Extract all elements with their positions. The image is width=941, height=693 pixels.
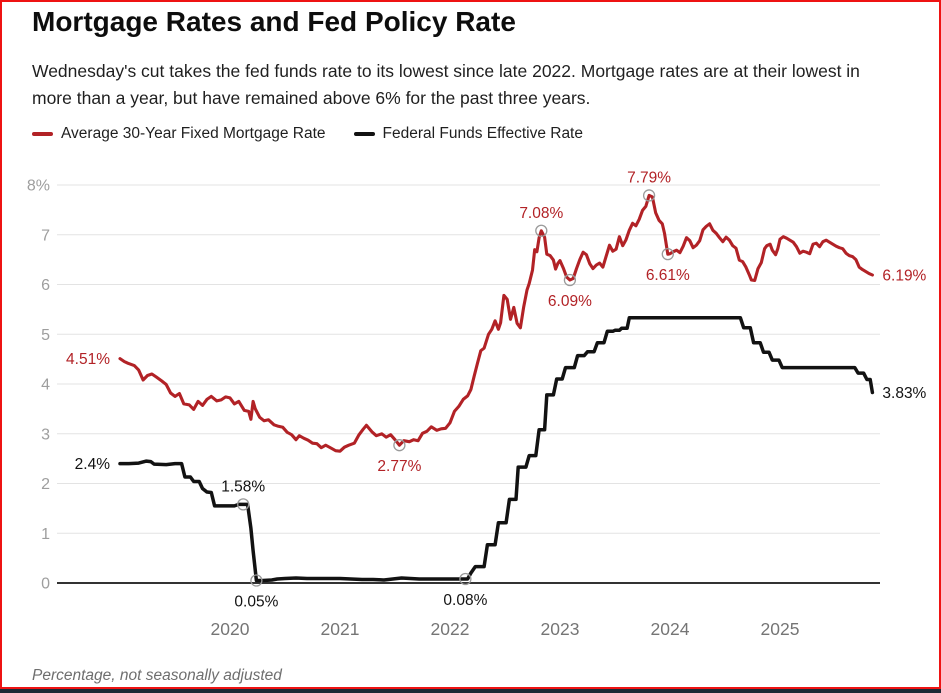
x-tick-label: 2023 [541,619,580,639]
annotation-marker-circle [661,248,674,261]
annotation-label: 7.79% [627,169,671,186]
annotation-label: 6.61% [646,267,690,284]
y-tick-label: 1 [41,526,50,543]
legend-item: Average 30-Year Fixed Mortgage Rate [32,125,326,143]
annotation-label: 2.77% [377,458,421,475]
chart-subtitle: Wednesday's cut takes the fed funds rate… [32,61,860,108]
annotation-marker-circle [393,439,406,452]
x-tick-label: 2021 [321,619,360,639]
annotation-marker-circle [642,189,656,202]
annotation-marker-circle [563,273,577,287]
annotation-label: 2.4% [75,456,111,473]
annotation-label: 3.83% [882,385,926,402]
chart-legend: Average 30-Year Fixed Mortgage Rate Feder… [32,125,583,143]
y-tick-label: 6 [41,277,50,294]
y-tick-label: 5 [41,327,50,344]
y-tick-label: 8% [27,178,50,195]
x-tick-label: 2025 [761,619,800,639]
annotation-marker-circle [459,572,472,586]
legend-item: Federal Funds Effective Rate [353,125,583,143]
annotation-label: 6.19% [882,268,926,285]
legend-label: Average 30-Year Fixed Mortgage Rate [61,125,326,142]
chart-footnote: Percentage, not seasonally adjusted [32,667,282,684]
fed-funds-line [118,316,875,583]
mortgage-rate-line [118,193,874,453]
annotation-marker-circle [237,498,250,511]
annotation-label: 0.05% [234,594,278,611]
annotation-label: 0.08% [443,592,487,609]
y-tick-label: 4 [41,377,50,394]
x-tick-label: 2024 [651,619,690,639]
y-tick-label: 0 [41,576,50,593]
annotation-label: 6.09% [548,293,592,310]
y-tick-label: 7 [41,227,50,244]
annotation-label: 7.08% [519,205,563,222]
legend-line-swatch [353,132,375,136]
legend-line-swatch [32,132,53,136]
legend-label: Federal Funds Effective Rate [382,125,583,142]
y-tick-label: 2 [41,476,50,493]
annotation-label: 1.58% [221,478,265,495]
annotation-label: 4.51% [66,351,110,368]
page-title: Mortgage Rates and Fed Policy Rate [32,6,516,37]
x-tick-label: 2022 [431,619,470,639]
y-tick-label: 3 [41,426,50,443]
x-tick-label: 2020 [211,619,250,639]
annotation-marker-circle [535,224,548,237]
bottom-edge-bar [0,689,941,693]
annotation-marker-circle [250,574,263,587]
